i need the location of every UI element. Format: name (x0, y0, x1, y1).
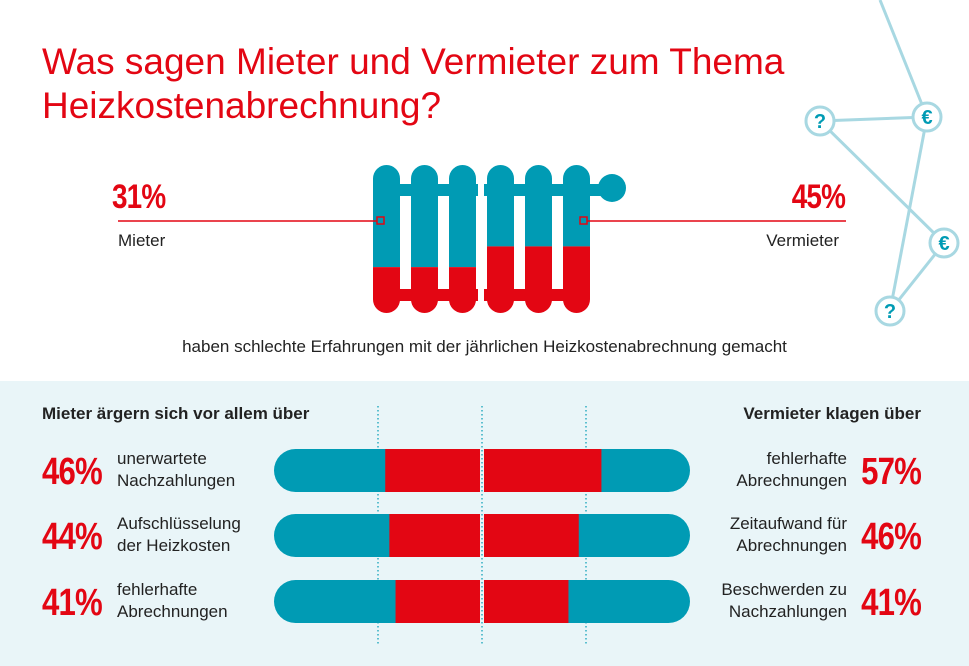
right-bar-value (484, 580, 569, 623)
caption: haben schlechte Erfahrungen mit der jähr… (182, 337, 787, 356)
vermieter-pointer-marker (579, 216, 588, 225)
question-icon: ? (814, 111, 826, 133)
right-label: fehlerhafte Abrechnungen (736, 448, 847, 492)
label-line: Abrechnungen (736, 471, 847, 490)
label-line: fehlerhafte (766, 449, 847, 468)
mieter-label: Mieter (118, 231, 166, 250)
right-percent: 57% (861, 451, 922, 493)
right-label: Zeitaufwand für Abrechnungen (730, 513, 847, 557)
label-line: der Heizkosten (117, 536, 231, 555)
mieter-pointer-marker (376, 216, 385, 225)
left-label: fehlerhafte Abrechnungen (117, 579, 228, 623)
radiator-knob (598, 174, 626, 202)
right-bar-value (484, 449, 602, 492)
radiator-column-top (411, 165, 438, 268)
right-header: Vermieter klagen über (743, 404, 921, 423)
left-label: Aufschlüsselung der Heizkosten (117, 513, 241, 557)
radiator-column-top (563, 165, 590, 247)
network-line (819, 115, 928, 123)
right-percent: 46% (861, 516, 922, 558)
label-line: Nachzahlungen (117, 471, 236, 490)
vermieter-label: Vermieter (766, 231, 839, 250)
radiator-column-fill (373, 267, 400, 313)
euro-icon: € (921, 107, 932, 129)
network-node (874, 295, 906, 327)
left-label: unerwartete Nachzahlungen (117, 448, 235, 492)
left-percent: 46% (42, 451, 103, 493)
network-line (878, 0, 929, 118)
radiator-column-fill (563, 246, 590, 313)
question-icon: ? (884, 301, 896, 323)
label-line: unerwartete (117, 449, 207, 468)
mieter-percent: 31% (112, 178, 166, 216)
left-header: Mieter ärgern sich vor allem über (42, 404, 310, 423)
label-line: Aufschlüsselung (117, 514, 241, 533)
right-bar-value (484, 514, 579, 557)
label-line: Beschwerden zu (721, 580, 847, 599)
radiator-column-top (373, 165, 400, 268)
radiator-column-fill (411, 267, 438, 313)
vermieter-percent: 45% (791, 178, 846, 216)
radiator-column-fill (525, 246, 552, 313)
right-label: Beschwerden zu Nachzahlungen (721, 579, 847, 623)
euro-icon: € (938, 233, 949, 255)
title-line2: Heizkostenabrechnung? (42, 85, 442, 126)
title-line1: Was sagen Mieter und Vermieter zum Thema (42, 41, 785, 82)
left-bar-value (389, 514, 480, 557)
label-line: Abrechnungen (117, 602, 228, 621)
network-line (888, 116, 929, 312)
radiator-column-top (449, 165, 476, 268)
radiator-column-top (525, 165, 552, 247)
radiator-column-top (487, 165, 514, 247)
left-bar-value (385, 449, 480, 492)
left-percent: 44% (42, 516, 103, 558)
network-node (911, 101, 943, 133)
radiator-column-fill (487, 246, 514, 313)
label-line: Abrechnungen (736, 536, 847, 555)
network-node (928, 227, 960, 259)
left-percent: 41% (42, 582, 103, 624)
page-title: Was sagen Mieter und Vermieter zum Thema… (42, 40, 902, 128)
network-line (818, 119, 946, 245)
label-line: fehlerhafte (117, 580, 198, 599)
network-node (804, 105, 836, 137)
left-bar-value (395, 580, 480, 623)
radiator-column-fill (449, 267, 476, 313)
label-line: Zeitaufwand für (729, 514, 847, 533)
right-percent: 41% (861, 582, 922, 624)
label-line: Nachzahlungen (728, 602, 847, 621)
